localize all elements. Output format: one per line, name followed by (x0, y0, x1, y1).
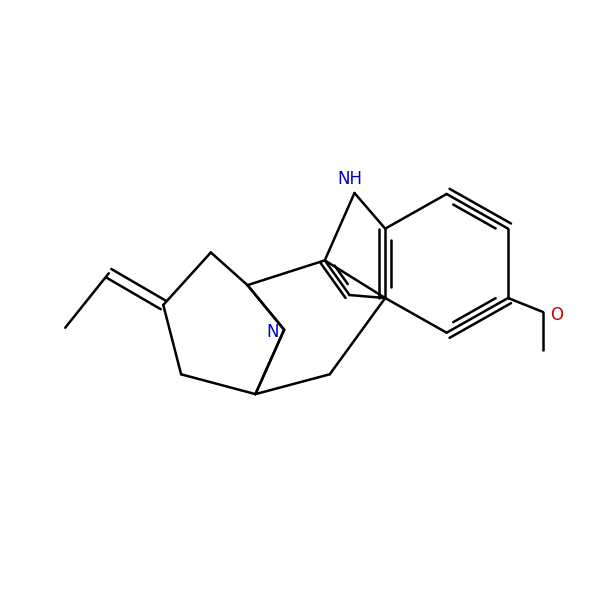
Text: N: N (266, 323, 278, 341)
Text: NH: NH (337, 170, 362, 188)
Text: O: O (550, 306, 563, 324)
